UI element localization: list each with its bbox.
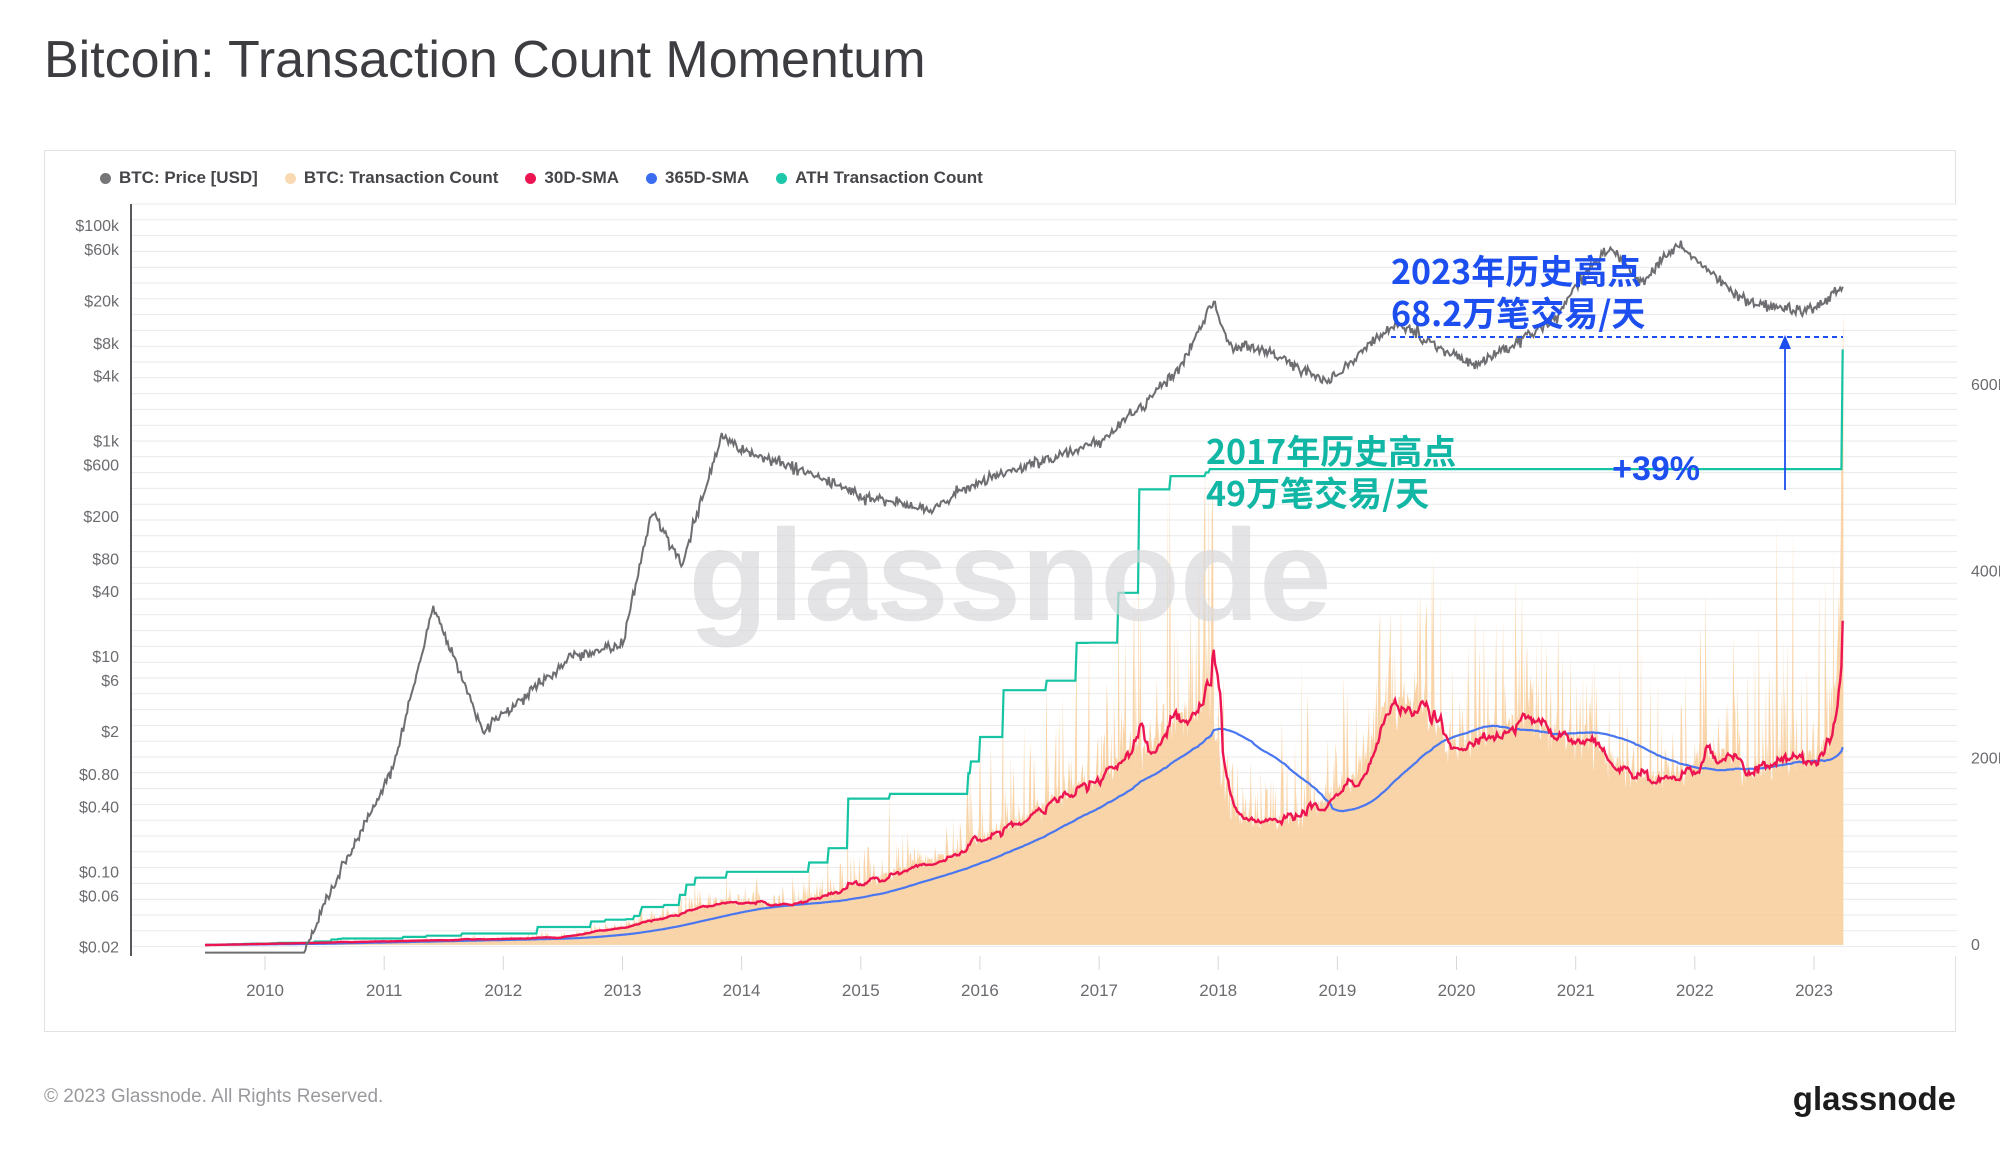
- svg-text:+39%: +39%: [1612, 450, 1700, 488]
- svg-text:2013: 2013: [604, 981, 642, 1000]
- svg-text:2011: 2011: [366, 981, 403, 1000]
- svg-text:$1k: $1k: [93, 434, 120, 451]
- svg-text:$4k: $4k: [93, 369, 120, 386]
- svg-text:$20k: $20k: [84, 293, 120, 310]
- svg-text:600K: 600K: [1971, 377, 2000, 394]
- svg-text:2018: 2018: [1199, 981, 1237, 1000]
- svg-text:$60k: $60k: [84, 242, 120, 259]
- svg-text:2016: 2016: [961, 981, 999, 1000]
- svg-text:$100k: $100k: [75, 218, 120, 235]
- svg-text:$0.80: $0.80: [79, 767, 119, 784]
- svg-text:2020: 2020: [1438, 981, 1476, 1000]
- svg-text:$0.02: $0.02: [79, 940, 119, 957]
- svg-text:2017: 2017: [1080, 981, 1118, 1000]
- svg-text:2015: 2015: [842, 981, 880, 1000]
- svg-text:2014: 2014: [723, 981, 761, 1000]
- svg-text:2023: 2023: [1795, 981, 1833, 1000]
- svg-text:$2: $2: [101, 724, 119, 741]
- svg-text:$10: $10: [92, 649, 119, 666]
- svg-text:$40: $40: [92, 584, 119, 601]
- svg-text:$0.10: $0.10: [79, 864, 119, 881]
- svg-text:$0.06: $0.06: [79, 888, 119, 905]
- svg-text:$80: $80: [92, 552, 119, 569]
- svg-text:2021: 2021: [1557, 981, 1595, 1000]
- svg-text:200K: 200K: [1971, 750, 2000, 767]
- svg-text:$6: $6: [101, 673, 119, 690]
- svg-text:2019: 2019: [1318, 981, 1356, 1000]
- svg-text:glassnode: glassnode: [689, 502, 1332, 648]
- svg-text:400K: 400K: [1971, 564, 2000, 581]
- svg-text:$0.40: $0.40: [79, 800, 119, 817]
- svg-text:$200: $200: [83, 509, 119, 526]
- svg-text:0: 0: [1971, 937, 1980, 954]
- svg-text:$8k: $8k: [93, 336, 120, 353]
- svg-text:2022: 2022: [1676, 981, 1714, 1000]
- svg-text:$600: $600: [83, 457, 119, 474]
- svg-text:68.2万笔交易/天: 68.2万笔交易/天: [1391, 287, 1645, 336]
- svg-text:2010: 2010: [246, 981, 284, 1000]
- svg-text:2012: 2012: [484, 981, 522, 1000]
